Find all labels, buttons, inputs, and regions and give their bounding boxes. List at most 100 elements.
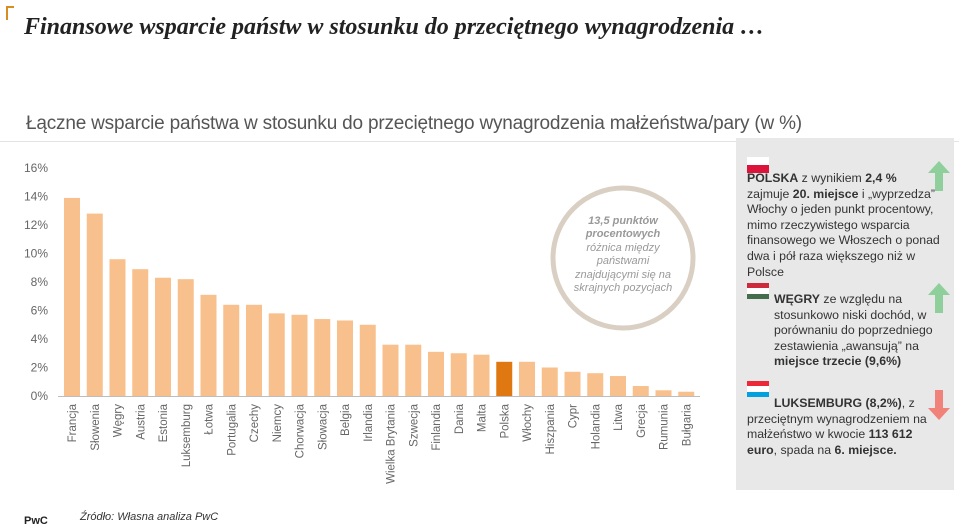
poland-flag-icon — [747, 157, 769, 173]
x-tick-label: Hiszpania — [545, 403, 557, 454]
x-tick-label: Słowacja — [317, 403, 329, 450]
bar-Węgry — [109, 259, 126, 396]
bar-Słowacja — [314, 319, 331, 396]
x-tick-label: Finlandia — [431, 403, 443, 450]
y-tick-label: 6% — [31, 304, 49, 318]
arrow-up-shape — [928, 283, 950, 313]
bar-Finlandia — [428, 351, 444, 396]
x-tick-label: Czechy — [249, 404, 261, 443]
x-tick-label: Słowenia — [90, 403, 102, 450]
note-luxembourg-text: , spada na — [773, 442, 835, 457]
bar-Holandia — [587, 373, 604, 396]
x-tick-label: Luksemburg — [181, 404, 193, 467]
x-tick-label: Dania — [454, 403, 466, 434]
bar-Luksemburg — [177, 279, 194, 396]
y-tick-label: 10% — [24, 247, 48, 261]
pwc-logo: PwC — [24, 515, 48, 527]
bar-Grecja — [632, 386, 649, 396]
x-tick-label: Grecja — [636, 403, 648, 437]
x-tick-label: Szwecja — [408, 403, 420, 446]
x-tick-label: Portugalia — [226, 403, 238, 455]
bar-Szwecja — [405, 344, 422, 396]
x-tick-label: Litwa — [613, 403, 625, 430]
note-poland-rank: 20. miejsce — [792, 186, 859, 201]
callout-text: 13,5 punktów procentowych różnica między… — [565, 215, 681, 295]
bar-Wielka Brytania — [382, 344, 399, 396]
x-tick-label: Rumunia — [659, 403, 671, 450]
bar-Malta — [473, 354, 490, 396]
bar-Słowenia — [86, 213, 103, 396]
bar-Portugalia — [223, 304, 240, 396]
bar-Estonia — [155, 277, 171, 396]
y-tick-label: 16% — [24, 161, 48, 175]
x-tick-label: Austria — [135, 403, 147, 439]
page-title: Finansowe wsparcie państw w stosunku do … — [24, 14, 765, 40]
x-tick-label: Wielka Brytania — [386, 403, 398, 483]
divider — [0, 141, 959, 142]
note-poland-text: i „wyprzedza” Włochy o jeden punkt proce… — [747, 186, 940, 279]
x-tick-label: Niemcy — [272, 404, 284, 443]
arrow-up-icon — [928, 283, 950, 313]
arrow-up-icon — [928, 161, 950, 191]
note-luxembourg-amount: 113 612 euro — [747, 427, 913, 457]
bar-Polska — [496, 361, 513, 396]
arrow-up-shape — [928, 161, 950, 191]
bar-Czechy — [246, 304, 262, 396]
x-tick-label: Cypr — [568, 404, 580, 428]
corner-accent — [6, 6, 8, 20]
bar-Cypr — [564, 371, 581, 396]
bar-Włochy — [519, 361, 535, 396]
bar-Hiszpania — [541, 367, 558, 396]
note-poland-value: 2,4 % — [865, 171, 897, 185]
x-tick-label: Holandia — [590, 403, 602, 449]
bar-Irlandia — [359, 324, 376, 396]
luxembourg-flag-icon — [747, 381, 769, 397]
note-hungary-name: WĘGRY — [774, 292, 820, 306]
callout-bold: 13,5 punktów procentowych — [585, 215, 661, 241]
y-tick-label: 2% — [31, 361, 49, 375]
x-tick-label: Belgia — [340, 403, 352, 436]
note-luxembourg-rank: 6. miejsce. — [834, 442, 897, 457]
x-tick-label: Chorwacja — [295, 403, 307, 458]
x-tick-label: Irlandia — [363, 403, 375, 441]
arrow-down-shape — [928, 390, 950, 420]
bar-Austria — [132, 269, 149, 396]
notes-panel — [736, 138, 954, 490]
bar-Rumunia — [655, 390, 672, 396]
bar-Litwa — [610, 376, 626, 396]
y-tick-label: 14% — [24, 190, 48, 204]
y-tick-label: 8% — [31, 275, 49, 289]
x-tick-label: Węgry — [113, 404, 125, 437]
note-luxembourg-name: LUKSEMBURG (8,2%) — [774, 396, 902, 410]
note-poland-text: zajmuje — [747, 186, 793, 201]
bar-Dania — [450, 353, 467, 396]
hungary-flag-icon — [747, 283, 769, 299]
bar-Niemcy — [268, 313, 285, 396]
note-poland-text: z wynikiem — [798, 171, 866, 185]
x-tick-label: Włochy — [522, 404, 534, 442]
note-poland-name: POLSKA — [747, 171, 799, 185]
x-tick-label: Polska — [499, 403, 511, 438]
note-luxembourg-text: , z przeciętnym wynagrodzeniem na małżeń… — [747, 396, 927, 442]
bar-Łotwa — [200, 294, 217, 396]
bar-Chorwacja — [291, 314, 308, 396]
x-tick-label: Bułgaria — [681, 403, 693, 446]
x-tick-label: Estonia — [158, 403, 170, 442]
y-tick-label: 12% — [24, 218, 48, 232]
callout-body: różnica między państwami znajdującymi si… — [573, 241, 673, 295]
y-tick-label: 4% — [31, 332, 49, 346]
bar-Francja — [64, 197, 80, 396]
x-tick-label: Francja — [67, 403, 79, 442]
note-luxembourg: LUKSEMBURG (8,2%), z przeciętnym wynagro… — [747, 396, 942, 458]
source-note: Źródło: Własna analiza PwC — [80, 511, 219, 523]
callout-circle — [550, 185, 696, 331]
note-hungary-text: ze względu na stosunkowo niski dochód, w… — [774, 292, 933, 353]
note-poland: POLSKA z wynikiem 2,4 % zajmuje 20. miej… — [747, 171, 952, 280]
arrow-down-icon — [928, 390, 950, 420]
bar-chart: 0% 2% 4% 6% 8% 10% 12% 14% 16% Francja Słowenia Węg… — [24, 161, 700, 484]
corner-accent — [6, 6, 14, 8]
bar-Belgia — [337, 320, 353, 396]
callout-text-box: 13,5 punktów procentowych różnica między… — [565, 215, 681, 295]
note-hungary: WĘGRY ze względu na stosunkowo niski doc… — [747, 292, 954, 370]
bar-Bułgaria — [678, 391, 695, 396]
